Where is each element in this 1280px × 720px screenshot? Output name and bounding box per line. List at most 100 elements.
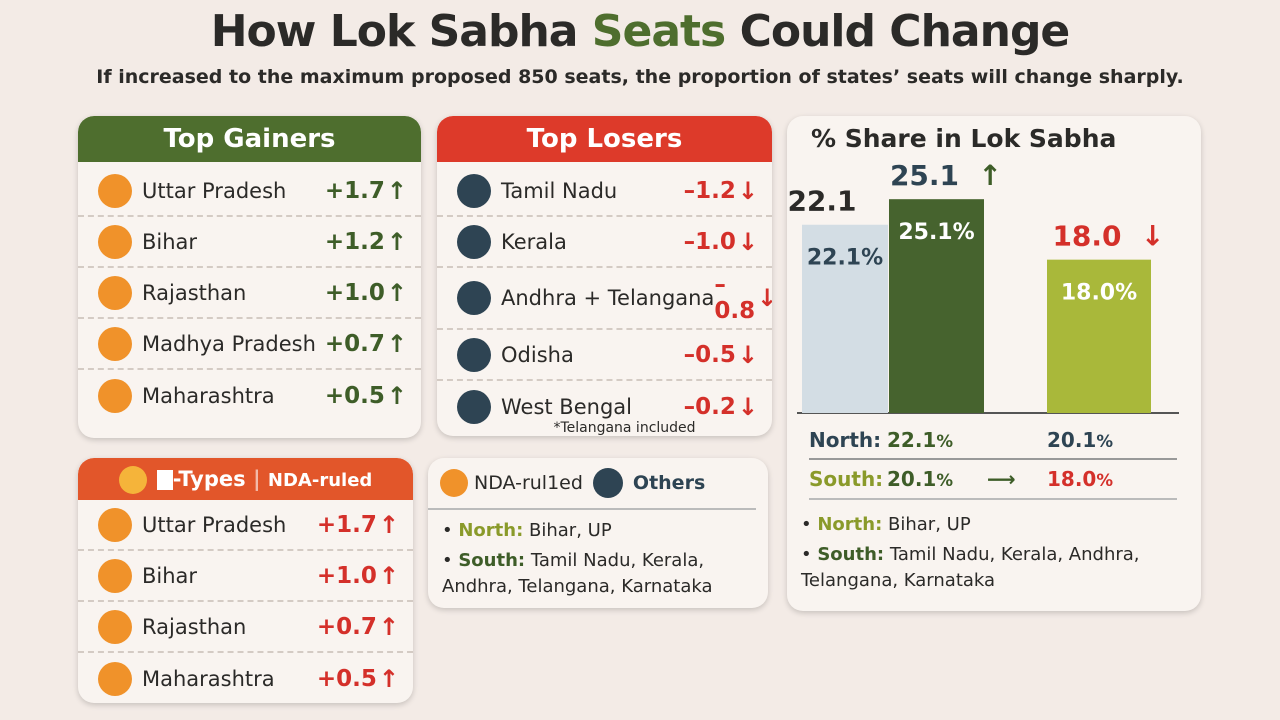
status-dot-icon: [98, 224, 132, 259]
list-item: Maharashtra +0.5 ↑: [78, 653, 413, 703]
state-name: Uttar Pradesh: [142, 512, 287, 537]
bar-inner-label: 18.0%: [1061, 281, 1137, 306]
state-name: Andhra + Telangana: [501, 286, 715, 310]
change-value: +0.5: [324, 382, 385, 409]
share-card: % Share in Lok Sabha 22.1% 22.1 25.1% 25.1 ↑…: [787, 116, 1201, 611]
arrow-down-icon: ↓: [737, 392, 758, 421]
arrow-up-icon: ↑: [979, 159, 1002, 192]
list-item: Rajasthan +0.7 ↑: [78, 602, 413, 653]
list-item: Uttar Pradesh +1.7 ↑: [78, 500, 413, 551]
state-name: Uttar Pradesh: [142, 178, 287, 203]
south-list: • South: Tamil Nadu, Kerala, Andhra, Tel…: [442, 550, 713, 597]
list-item: Tamil Nadu –1.2 ↓: [437, 166, 772, 217]
arrow-down-icon: ↓: [757, 284, 772, 312]
status-dot-icon: [98, 609, 132, 644]
list-item: Madhya Pradesh +0.7 ↑: [78, 319, 421, 370]
status-dot-icon: [98, 326, 132, 361]
status-dot-icon: [98, 378, 132, 413]
bar-chart: 22.1% 22.1 25.1% 25.1 ↑ 18.0% 18.0 ↓: [787, 159, 1179, 414]
arrow-up-icon: ↑: [386, 176, 407, 205]
state-name: Rajasthan: [142, 280, 247, 305]
top-losers-title: Top Losers: [437, 116, 772, 162]
change-value: +1.7: [324, 177, 385, 204]
arrow-up-icon: ↑: [378, 664, 399, 693]
change-value: –0.5: [683, 341, 736, 368]
arrow-up-icon: ↑: [378, 561, 399, 590]
circle-icon: [118, 466, 147, 494]
status-dot-icon: [457, 389, 491, 424]
arrow-up-icon: ↑: [386, 278, 407, 307]
top-losers-card: Top Losers Tamil Nadu –1.2 ↓ Kerala –1.0 ↓ And…: [437, 116, 772, 436]
change-value: –1.2: [683, 177, 736, 204]
list-item: Bihar +1.0 ↑: [78, 551, 413, 602]
types-card: -Types | NDA-ruled Uttar Pradesh +1.7 ↑ Bih…: [78, 458, 413, 703]
arrow-down-icon: ↓: [1141, 220, 1164, 253]
arrow-down-icon: ↓: [737, 340, 758, 369]
change-value: –0.2: [683, 393, 736, 420]
north-row: North: 22.1% 20.1%: [809, 422, 1177, 460]
list-item: Uttar Pradesh +1.7 ↑: [78, 166, 421, 217]
types-header: -Types | NDA-ruled: [78, 458, 413, 500]
state-name: Rajasthan: [142, 614, 247, 639]
list-item: Odisha –0.5 ↓: [437, 330, 772, 381]
state-name: Maharashtra: [142, 383, 275, 408]
change-value: –0.8: [714, 272, 756, 324]
bar-inner-label: 25.1%: [898, 220, 974, 245]
arrow-down-icon: ↓: [737, 227, 758, 256]
change-value: +1.0: [316, 562, 377, 589]
footnote: *Telangana included: [553, 420, 696, 436]
state-name: Kerala: [501, 229, 567, 254]
status-dot-icon: [457, 173, 491, 208]
bar-inner-label: 22.1%: [807, 246, 883, 271]
arrow-up-icon: ↑: [386, 227, 407, 256]
state-name: Maharashtra: [142, 666, 275, 691]
state-name: Odisha: [501, 342, 574, 367]
status-dot-icon: [98, 507, 132, 542]
state-name: West Bengal: [501, 394, 632, 419]
state-name: Bihar: [142, 229, 198, 254]
bar: [889, 199, 984, 413]
bar-top-label: 25.1: [890, 159, 959, 192]
state-name: Madhya Pradesh: [142, 331, 316, 356]
north-list: • North: Bihar, UP: [442, 520, 612, 541]
list-item: Maharashtra +0.5 ↑: [78, 370, 421, 421]
change-value: –1.0: [683, 228, 736, 255]
top-gainers-card: Top Gainers Uttar Pradesh +1.7 ↑ Bihar +1.2 ↑…: [78, 116, 421, 438]
page-title: How Lok Sabha Seats Could Change: [210, 6, 1071, 57]
south-row: South: 20.1% ⟶ 18.0%: [809, 460, 1177, 500]
change-value: +0.5: [316, 665, 377, 692]
state-name: Tamil Nadu: [501, 178, 618, 203]
north-list-share: • North: Bihar, UP: [801, 514, 971, 535]
bar: [1047, 259, 1151, 413]
chart-title: % Share in Lok Sabha: [811, 124, 1117, 153]
legend: NDA-rul1ed Others: [428, 458, 756, 510]
south-list-share: • South: Tamil Nadu, Kerala, Andhra, Tel…: [801, 544, 1140, 591]
others-dot-icon: [592, 468, 623, 498]
arrow-up-icon: ↑: [378, 612, 399, 641]
status-dot-icon: [457, 337, 491, 372]
subtitle: If increased to the maximum proposed 850…: [96, 66, 1184, 88]
status-dot-icon: [457, 224, 491, 259]
list-item: Bihar +1.2 ↑: [78, 217, 421, 268]
list-item: Andhra + Telangana –0.8 ↓: [437, 268, 772, 330]
top-gainers-title: Top Gainers: [78, 116, 421, 162]
bar-top-label: 22.1: [787, 185, 856, 218]
legend-card: NDA-rul1ed Others • North: Bihar, UP • S…: [428, 458, 768, 608]
list-item: West Bengal –0.2 ↓: [437, 381, 772, 432]
nda-dot-icon: [440, 469, 468, 497]
list-item: Kerala –1.0 ↓: [437, 217, 772, 268]
status-dot-icon: [98, 275, 132, 310]
status-dot-icon: [457, 281, 491, 315]
status-dot-icon: [98, 558, 132, 593]
square-icon: [156, 470, 173, 490]
change-value: +1.0: [324, 279, 385, 306]
arrow-up-icon: ↑: [386, 329, 407, 358]
bar-top-label: 18.0: [1052, 220, 1121, 253]
change-value: +1.7: [316, 511, 377, 538]
change-value: +0.7: [324, 330, 385, 357]
status-dot-icon: [98, 173, 132, 208]
change-value: +1.2: [324, 228, 385, 255]
arrow-right-icon: ⟶: [987, 467, 1016, 491]
arrow-up-icon: ↑: [386, 381, 407, 410]
status-dot-icon: [98, 661, 132, 696]
